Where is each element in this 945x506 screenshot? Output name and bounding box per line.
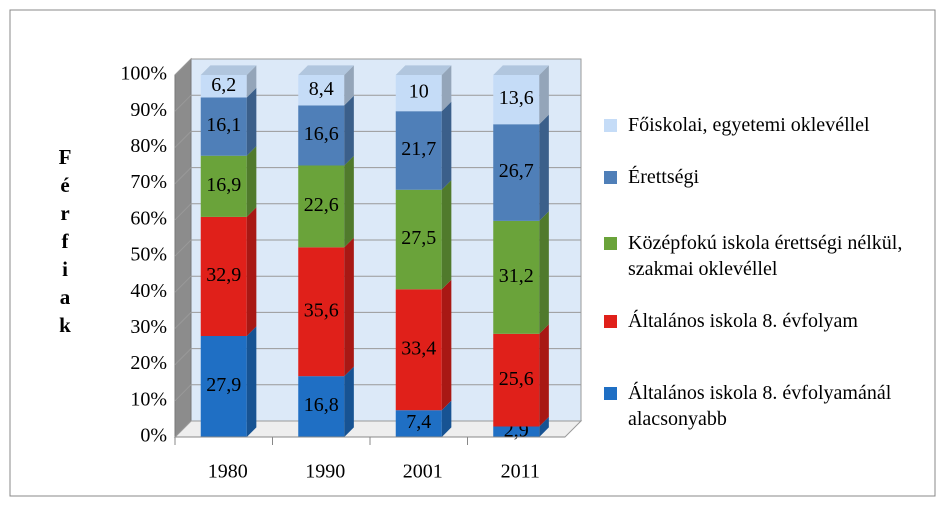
x-tick-label: 2011 [501, 461, 540, 483]
bar-side [344, 95, 354, 166]
bar-segment [395, 410, 442, 437]
bar-side [344, 237, 354, 377]
bar-side [441, 279, 452, 411]
data-label: 16,9 [206, 174, 241, 196]
legend-label: Főiskolai, egyetemi oklevéllel [628, 114, 870, 136]
data-label: 7,4 [406, 411, 431, 433]
bar-side [441, 101, 452, 190]
legend-swatch [604, 171, 617, 184]
data-label: 16,1 [206, 114, 241, 136]
y-tick-label: 90% [130, 99, 167, 121]
bar-side [246, 65, 257, 98]
bar-segment [298, 376, 345, 437]
grid-line [174, 58, 581, 76]
data-label: 16,6 [304, 123, 339, 145]
data-label: 35,6 [304, 299, 339, 321]
bar-top [200, 65, 257, 75]
data-label: 16,8 [304, 394, 339, 416]
y-tick-label: 80% [130, 135, 167, 157]
bar-side [539, 114, 549, 221]
data-label: 13,6 [499, 87, 534, 109]
bar-segment [493, 426, 540, 437]
legend-swatch [604, 237, 617, 250]
bar-segment [200, 336, 247, 437]
bar-top [298, 65, 354, 75]
bar-side [246, 326, 257, 437]
legend-label: Általános iskola 8. évfolyam [628, 310, 858, 332]
bar-segment [298, 105, 345, 166]
y-tick-label: 70% [130, 171, 167, 193]
legend-swatch [604, 119, 617, 132]
legend-label: Érettségi [628, 166, 700, 188]
data-label: 27,9 [206, 374, 241, 396]
data-label: 6,2 [211, 74, 236, 96]
legend-swatch [604, 387, 617, 400]
x-tick-label: 1980 [208, 461, 248, 483]
bar-side [539, 65, 549, 125]
bar-side [344, 366, 354, 437]
bar-segment [200, 97, 247, 156]
bar-side [441, 65, 452, 112]
legend-swatch [604, 315, 617, 328]
legend-label: Középfokú iskola érettségi nélkül, szakm… [628, 232, 903, 280]
bar-side [441, 400, 452, 437]
data-label: 21,7 [401, 138, 436, 160]
y-axis-label: Férfiak [53, 145, 77, 341]
legend-label: Általános iskola 8. évfolyamánál alacson… [628, 382, 892, 430]
bar-segment [395, 75, 442, 112]
bar-side [539, 416, 549, 437]
data-label: 33,4 [401, 337, 436, 359]
x-tick-label: 2001 [403, 461, 443, 483]
bar-segment [395, 289, 442, 411]
bar-segment [493, 75, 540, 125]
bar-side [441, 180, 452, 290]
data-label: 32,9 [206, 264, 241, 286]
data-label: 26,7 [499, 160, 534, 182]
bar-side [246, 207, 257, 337]
data-label: 10 [409, 81, 429, 103]
bar-segment [493, 333, 540, 427]
bar-segment [493, 124, 540, 221]
bar-segment [200, 155, 247, 217]
bar-segment [200, 75, 247, 98]
data-label: 31,2 [499, 265, 534, 287]
bar-segment [395, 111, 442, 190]
y-tick-label: 40% [130, 280, 167, 302]
y-tick-label: 20% [130, 352, 167, 374]
data-label: 8,4 [309, 78, 334, 100]
bar-segment [298, 75, 345, 106]
bar-segment [298, 165, 345, 248]
y-tick-label: 0% [140, 425, 167, 447]
data-label: 27,5 [401, 227, 436, 249]
y-tick-label: 10% [130, 388, 167, 410]
y-tick-label: 100% [120, 63, 167, 85]
y-tick-label: 30% [130, 316, 167, 338]
bar-side [246, 87, 257, 156]
bar-side [246, 146, 257, 217]
bar-side [344, 155, 354, 248]
bar-side [344, 65, 354, 106]
y-tick-label: 50% [130, 244, 167, 266]
bar-top [395, 65, 452, 75]
bar-segment [493, 220, 540, 334]
bar-side [539, 324, 549, 427]
bar-segment [395, 189, 442, 290]
x-tick-label: 1990 [305, 461, 345, 483]
bar-top [493, 65, 549, 75]
bar-segment [200, 216, 247, 337]
bar-segment [298, 247, 345, 377]
y-tick-label: 60% [130, 207, 167, 229]
data-label: 25,6 [499, 368, 534, 390]
bar-side [539, 211, 549, 334]
data-label: 22,6 [304, 194, 339, 216]
